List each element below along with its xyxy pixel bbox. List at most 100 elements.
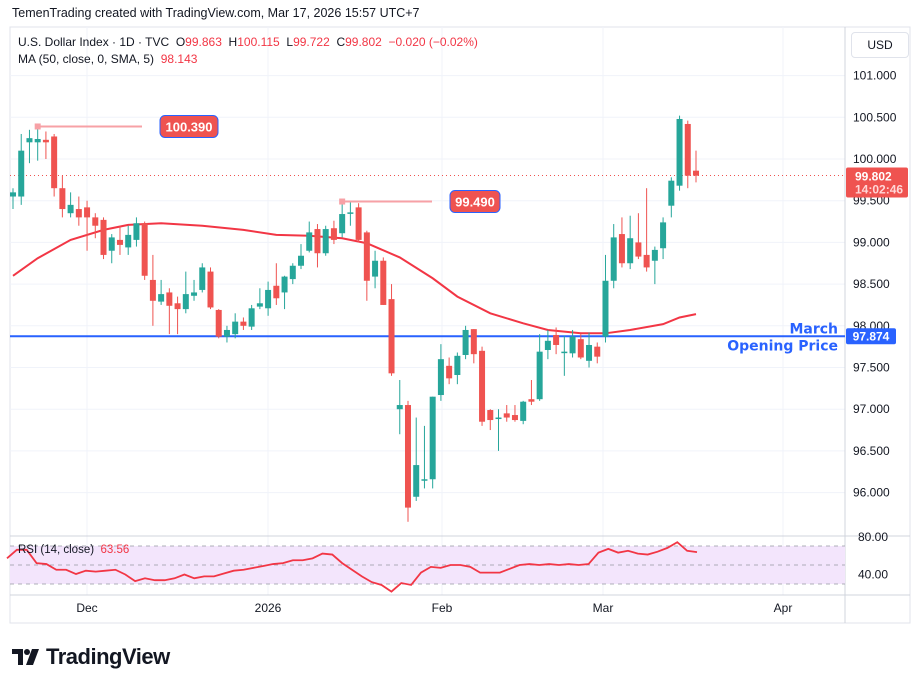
candle xyxy=(643,188,650,272)
candle-body xyxy=(355,207,362,240)
candle xyxy=(166,288,173,335)
candle-body xyxy=(133,223,140,240)
low-label: L xyxy=(286,35,294,49)
candle xyxy=(108,234,115,264)
candle-body xyxy=(223,329,230,337)
candle-body xyxy=(141,223,148,276)
candle xyxy=(503,405,510,422)
candle-body xyxy=(158,294,165,302)
candle xyxy=(561,335,568,376)
level-text-line1: March xyxy=(789,321,838,337)
price-axis-label: 96.500 xyxy=(853,444,890,458)
level-price-tag-text: 97.874 xyxy=(853,329,890,343)
candle xyxy=(577,334,584,360)
candle-body xyxy=(42,139,49,143)
last-price-tag-value: 99.802 xyxy=(855,170,892,184)
price-axis-label: 97.000 xyxy=(853,402,890,416)
candle-body xyxy=(18,150,25,197)
candle-body xyxy=(51,136,58,189)
candle xyxy=(199,263,206,293)
candle-body xyxy=(454,355,461,376)
price-axis-label: 100.500 xyxy=(853,110,897,124)
annotation-callout xyxy=(449,190,501,214)
candle-body xyxy=(314,229,321,254)
candle-body xyxy=(232,321,239,335)
candle-body xyxy=(372,260,379,277)
candle xyxy=(10,188,16,210)
candle xyxy=(67,192,74,218)
candle xyxy=(215,309,222,339)
rsi-legend: RSI (14, close) 63.56 xyxy=(18,544,129,556)
candle xyxy=(298,244,305,270)
price-axis-label: 101.000 xyxy=(853,69,897,83)
candle-body xyxy=(92,217,99,226)
rsi-value: 63.56 xyxy=(100,544,130,556)
candle xyxy=(372,250,379,289)
level-text-line2: Opening Price xyxy=(727,338,838,354)
candle-body xyxy=(215,309,222,337)
ma-value: 98.143 xyxy=(160,52,198,66)
currency-button[interactable]: USD xyxy=(851,32,909,58)
time-axis-label: Dec xyxy=(76,601,97,615)
price-axis-label: 100.000 xyxy=(853,152,897,166)
candle-body xyxy=(347,212,354,214)
candle xyxy=(437,344,444,401)
candle-body xyxy=(511,415,518,421)
candle-body xyxy=(363,232,370,281)
candle-body xyxy=(413,465,420,497)
candle xyxy=(470,329,477,364)
candle xyxy=(182,271,189,314)
candle xyxy=(26,129,33,164)
candle-body xyxy=(404,405,411,508)
candle-body xyxy=(306,232,313,251)
candle xyxy=(339,201,346,238)
last-price-countdown: 14:02:46 xyxy=(855,183,903,197)
candle-body xyxy=(676,118,683,186)
candle-body xyxy=(668,180,675,206)
chart-frame xyxy=(9,26,911,624)
high-value: 100.115 xyxy=(237,35,280,49)
open-label: O xyxy=(175,35,186,49)
candle xyxy=(553,327,560,355)
candle-body xyxy=(429,396,436,480)
change-value: −0.020 (−0.02%) xyxy=(388,35,478,49)
candle-body xyxy=(396,405,403,410)
candle xyxy=(668,177,675,218)
tradingview-logo[interactable]: TradingView xyxy=(12,644,170,670)
candle-body xyxy=(651,249,658,261)
ma-legend: MA (50, close, 0, SMA, 5) 98.143 xyxy=(18,52,197,66)
candle xyxy=(18,133,25,205)
candle-body xyxy=(693,170,699,176)
candle xyxy=(51,133,58,197)
candle-body xyxy=(577,339,584,358)
candle xyxy=(306,221,313,253)
candle-body xyxy=(182,294,189,310)
candle xyxy=(191,279,198,301)
candle-body xyxy=(569,336,576,354)
candle xyxy=(207,267,214,310)
candle-body xyxy=(191,292,198,296)
candle xyxy=(281,275,288,310)
time-axis-label: Mar xyxy=(593,601,614,615)
candle-body xyxy=(289,265,296,280)
time-axis-label: Apr xyxy=(774,601,793,615)
tradingview-logo-icon xyxy=(12,649,39,665)
candle-body xyxy=(199,267,206,290)
candle-body xyxy=(602,280,609,337)
candle xyxy=(511,405,518,422)
close-label: C xyxy=(336,35,346,49)
candle xyxy=(404,400,411,522)
candle-body xyxy=(339,214,346,234)
candle-body xyxy=(256,303,263,307)
candle xyxy=(84,200,91,251)
symbol-legend: U.S. Dollar Index · 1D · TVC O99.863 H10… xyxy=(18,35,478,49)
price-axis-label: 98.500 xyxy=(853,277,890,291)
candle xyxy=(520,400,527,425)
candle-body xyxy=(561,351,568,354)
candle-body xyxy=(470,329,477,355)
candle xyxy=(347,201,354,226)
high-label: H xyxy=(228,35,238,49)
candle xyxy=(34,126,41,161)
candle xyxy=(586,332,593,368)
